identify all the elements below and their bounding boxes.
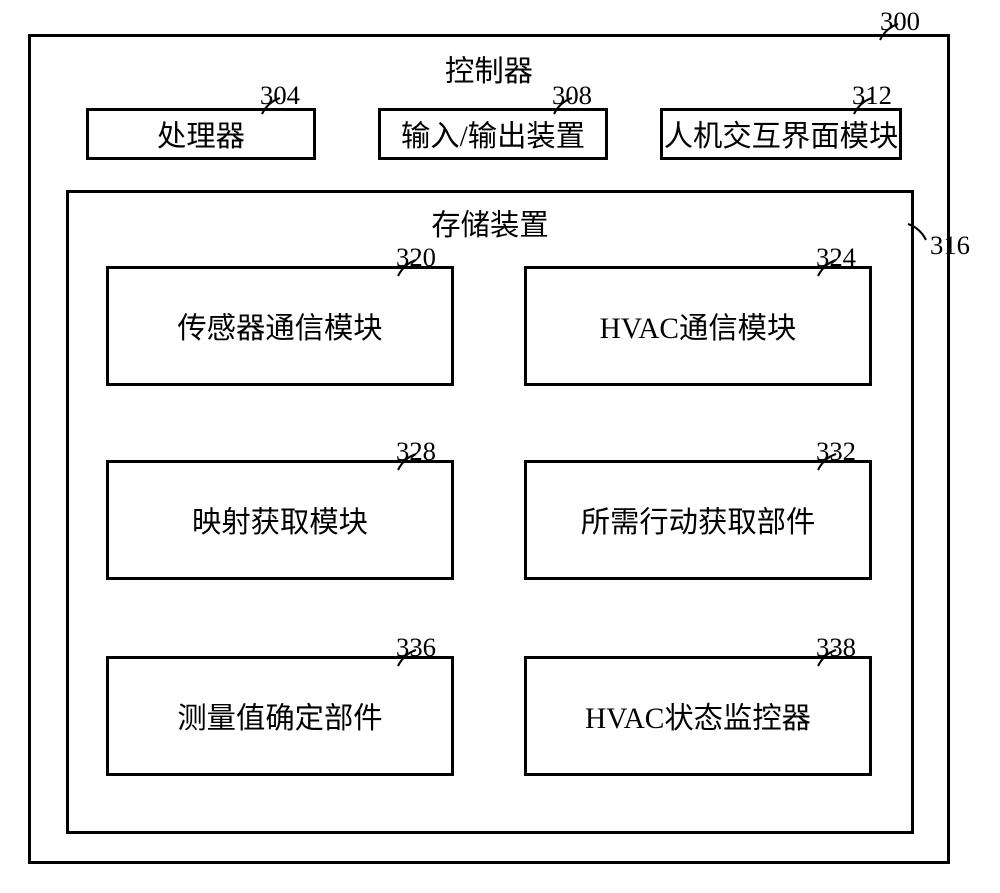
mapping-acq-label: 映射获取模块 [192,499,368,541]
hvac-comm-box: HVAC通信模块 [524,266,872,386]
hvac-monitor-label: HVAC状态监控器 [585,695,811,737]
sensor-comm-box: 传感器通信模块 [106,266,454,386]
io-device-ref: 308 [552,80,592,111]
action-acq-label: 所需行动获取部件 [581,499,816,541]
mapping-acq-box: 映射获取模块 [106,460,454,580]
io-device-label: 输入/输出装置 [401,113,585,155]
mapping-acq-ref: 328 [396,436,436,467]
io-device-box: 输入/输出装置 [378,108,608,160]
hmi-module-label: 人机交互界面模块 [664,113,899,155]
hmi-module-box: 人机交互界面模块 [660,108,902,160]
hvac-monitor-box: HVAC状态监控器 [524,656,872,776]
controller-title: 控制器 [28,48,950,90]
controller-ref: 300 [880,6,920,37]
hmi-module-ref: 312 [852,80,892,111]
sensor-comm-ref: 320 [396,242,436,273]
storage-ref: 316 [930,230,970,261]
diagram-canvas: 控制器 300 处理器 304 输入/输出装置 308 人机交互界面模块 312… [0,0,1000,893]
processor-box: 处理器 [86,108,316,160]
measure-det-box: 测量值确定部件 [106,656,454,776]
storage-title: 存储装置 [66,202,914,244]
processor-ref: 304 [260,80,300,111]
hvac-comm-ref: 324 [816,242,856,273]
hvac-monitor-ref: 338 [816,632,856,663]
action-acq-box: 所需行动获取部件 [524,460,872,580]
action-acq-ref: 332 [816,436,856,467]
processor-label: 处理器 [157,113,245,155]
hvac-comm-label: HVAC通信模块 [600,305,797,347]
sensor-comm-label: 传感器通信模块 [177,305,382,347]
measure-det-ref: 336 [396,632,436,663]
measure-det-label: 测量值确定部件 [177,695,382,737]
